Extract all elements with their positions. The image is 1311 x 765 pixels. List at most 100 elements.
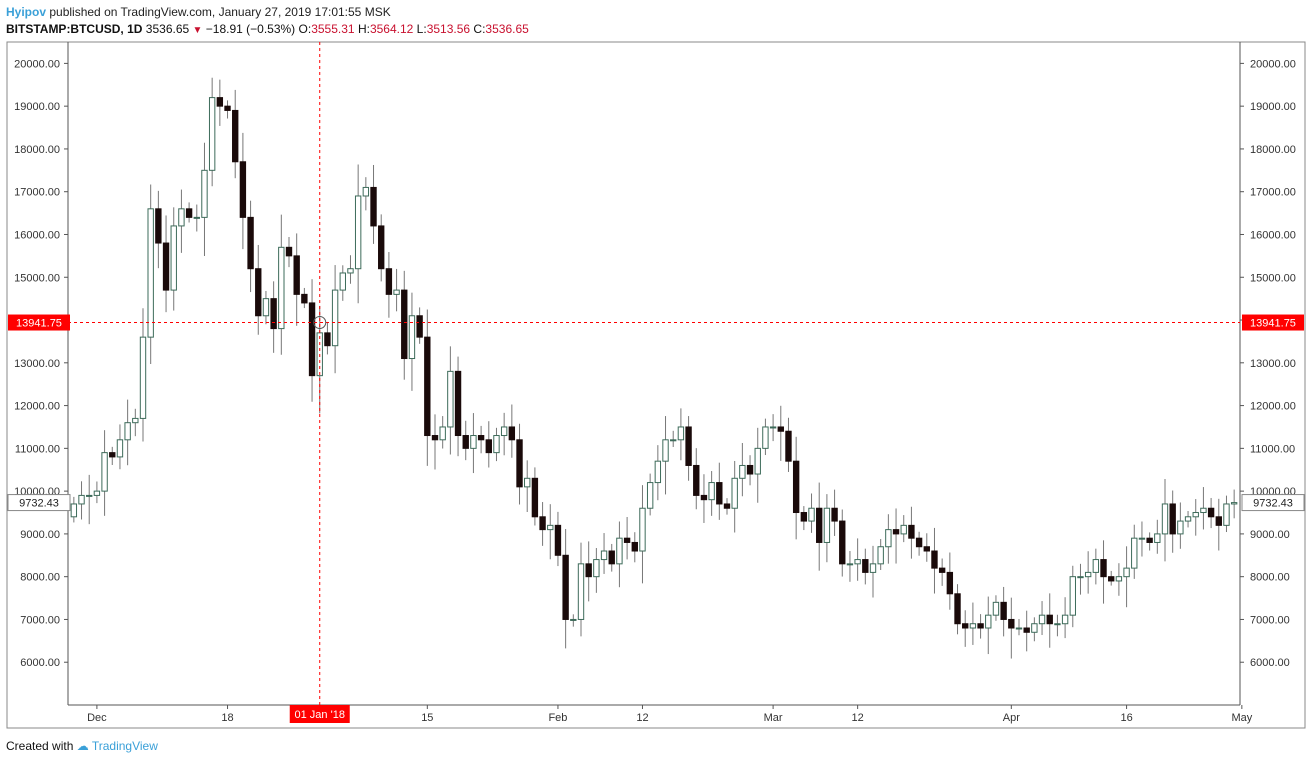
candle-down [485, 439, 492, 454]
candle-up [362, 186, 370, 197]
candle-up [869, 563, 877, 573]
open-label: O: [298, 22, 312, 36]
candle-up [677, 426, 685, 441]
y-tick-label-right: 16000.00 [1250, 229, 1296, 241]
candle-up [762, 426, 769, 449]
candle-down [539, 516, 546, 531]
publish-line: Hyipov published on TradingView.com, Jan… [6, 4, 529, 21]
crosshair-price-box [1242, 314, 1304, 331]
candle-down [608, 550, 615, 565]
candle-down [1215, 516, 1222, 526]
tradingview-brand[interactable]: TradingView [91, 739, 158, 753]
candle-down [462, 435, 469, 449]
high-value: 3564.12 [369, 22, 414, 36]
crosshair-date-text: 01 Jan '18 [295, 709, 345, 721]
candles-group [70, 77, 1238, 659]
candle-up [616, 537, 623, 565]
candle-down [185, 208, 193, 218]
candle-up [731, 477, 738, 509]
candle-down [938, 567, 946, 573]
crosshair-price-label-right: 13941.75 [1242, 314, 1304, 331]
last-price-text: 9732.43 [1253, 498, 1293, 510]
crosshair-date-box [289, 705, 350, 723]
candle-down [385, 268, 393, 295]
candle-down [562, 554, 569, 620]
candle-up [393, 289, 400, 295]
candle-down [685, 426, 692, 466]
candle-up [201, 169, 208, 218]
candle-down [892, 529, 900, 535]
tradingview-logo-icon[interactable]: ☁ [76, 739, 89, 753]
candle-up [992, 601, 1000, 616]
candle-up [262, 298, 270, 317]
candle-up [1069, 576, 1076, 616]
candle-down [1008, 618, 1015, 629]
candle-up [877, 546, 884, 565]
candle-up [969, 623, 977, 629]
candle-up [70, 503, 78, 518]
candle-down [370, 186, 377, 227]
candle-down [255, 268, 262, 317]
chart-frame [6, 41, 1306, 729]
author-link[interactable]: Hyipov [6, 5, 47, 19]
candle-up [1061, 614, 1069, 625]
candle-up [577, 563, 585, 620]
crosshair-price-box [8, 314, 70, 331]
y-tick-label-left: 12000.00 [14, 401, 60, 413]
candle-up [78, 494, 85, 505]
candle-up [823, 507, 831, 543]
y-tick-label-right: 15000.00 [1250, 272, 1296, 284]
candle-down [1146, 537, 1153, 543]
candle-up [654, 460, 662, 484]
candle-down [792, 460, 800, 514]
candle-down [962, 623, 969, 629]
candle-up [524, 477, 531, 488]
candle-up [132, 417, 139, 424]
last-price-label-right: 9732.43 [1241, 494, 1305, 512]
open-value: 3555.31 [311, 22, 355, 36]
x-tick-label: Mar [764, 712, 783, 724]
y-tick-label-left: 16000.00 [14, 229, 60, 241]
candle-up [1015, 627, 1023, 630]
candle-up [1115, 576, 1123, 582]
last-price: 3536.65 [145, 22, 190, 36]
y-tick-label-right: 20000.00 [1250, 58, 1296, 70]
last-price-label-left: 9732.43 [7, 494, 71, 512]
candle-down [915, 537, 923, 548]
candle-up [439, 426, 446, 441]
high-label: H: [357, 22, 370, 36]
candle-down [1000, 601, 1007, 620]
y-tick-label-left: 19000.00 [14, 101, 60, 113]
candle-up [639, 507, 646, 552]
x-tick-label: Apr [1003, 712, 1020, 724]
y-tick-label-left: 9000.00 [20, 529, 60, 541]
y-tick-label-left: 6000.00 [20, 657, 60, 669]
candle-up [1177, 520, 1184, 535]
candle-down [378, 225, 385, 270]
crosshair-price-text: 13941.75 [16, 318, 62, 330]
candle-up [1154, 533, 1161, 543]
candle-up [1084, 571, 1092, 578]
candle-down [424, 336, 431, 437]
last-price-box [7, 494, 71, 512]
crosshair: 13941.75 13941.75 01 Jan '18 9732.43 9732.43 [7, 42, 1305, 723]
crosshair-price-text: 13941.75 [1250, 318, 1296, 330]
candle-down [693, 464, 700, 496]
candle-up [985, 614, 992, 629]
candle-up [1092, 559, 1100, 573]
candle-down [862, 559, 869, 573]
y-tick-label-right: 7000.00 [1250, 614, 1290, 626]
candle-up [1123, 567, 1130, 578]
candle-up [1192, 512, 1199, 518]
candle-up [670, 439, 677, 442]
candle-up [739, 464, 746, 479]
candle-up [208, 97, 216, 171]
crosshair-date-label: 01 Jan '18 [289, 705, 350, 723]
candle-up [93, 490, 101, 496]
y-tick-label-right: 8000.00 [1250, 572, 1290, 584]
price-change: −18.91 (−0.53%) [205, 22, 296, 36]
candle-up [1230, 502, 1238, 505]
candle-down [1108, 576, 1115, 582]
candle-down [239, 161, 247, 218]
